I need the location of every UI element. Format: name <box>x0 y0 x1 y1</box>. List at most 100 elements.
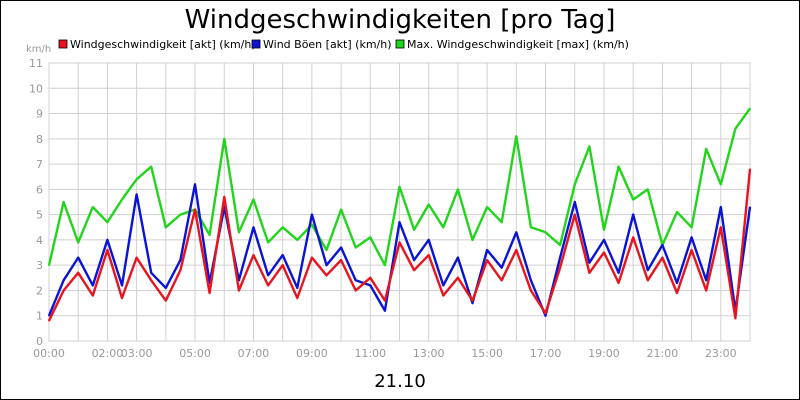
data-point <box>223 138 226 140</box>
data-point <box>62 201 65 203</box>
data-point <box>296 287 299 289</box>
data-point <box>398 241 401 244</box>
data-point <box>486 206 488 208</box>
data-point <box>617 165 620 168</box>
data-point <box>252 254 255 256</box>
data-point <box>369 284 372 287</box>
data-point <box>325 249 328 251</box>
data-point <box>457 256 459 259</box>
y-tick-label: 3 <box>36 259 43 272</box>
data-point <box>267 274 269 277</box>
data-point <box>486 259 488 261</box>
series-layer <box>47 107 752 322</box>
data-point <box>486 249 488 251</box>
y-tick-label: 8 <box>36 133 43 146</box>
data-point <box>413 269 415 272</box>
data-point <box>588 145 591 148</box>
x-axis-date-label: 21.10 <box>374 371 426 392</box>
x-tick-label: 11:00 <box>354 347 386 360</box>
data-point <box>179 259 182 261</box>
data-point <box>632 198 634 201</box>
data-point <box>661 256 664 259</box>
y-tick-label: 4 <box>36 234 43 247</box>
x-tick-label: 02:00 <box>92 347 124 360</box>
data-point <box>48 314 50 317</box>
data-point <box>617 282 620 284</box>
x-tick-label: 03:00 <box>121 347 153 360</box>
data-point <box>135 193 138 196</box>
data-point <box>354 289 357 292</box>
y-tick-label: 7 <box>36 158 43 171</box>
data-point <box>106 221 109 223</box>
data-point <box>150 272 152 274</box>
data-point <box>121 284 123 287</box>
data-point <box>690 236 693 239</box>
data-point <box>48 320 50 322</box>
legend-entry: Windgeschwindigkeit [akt] (km/h) <box>70 38 256 51</box>
data-point <box>734 317 737 320</box>
data-point <box>588 272 591 274</box>
data-point <box>690 226 693 229</box>
x-tick-label: 21:00 <box>647 347 679 360</box>
data-point <box>705 279 707 282</box>
data-point <box>150 165 152 168</box>
x-tick-label: 09:00 <box>296 347 328 360</box>
data-point <box>194 183 196 186</box>
data-point <box>749 168 751 170</box>
data-point <box>676 211 678 213</box>
data-point <box>369 277 372 279</box>
data-point <box>384 299 386 302</box>
x-tick-label: 17:00 <box>530 347 562 360</box>
data-point <box>749 206 751 208</box>
y-tick-label: 2 <box>36 284 43 297</box>
data-point <box>442 294 445 297</box>
data-point <box>369 236 372 239</box>
data-point <box>705 289 707 292</box>
data-point <box>603 251 605 254</box>
data-point <box>398 186 401 188</box>
data-point <box>208 234 211 236</box>
data-point <box>92 206 94 208</box>
data-point <box>574 201 576 203</box>
y-tick-label: 1 <box>36 310 43 323</box>
data-point <box>676 282 678 284</box>
data-point <box>354 246 357 249</box>
data-point <box>661 244 664 246</box>
data-point <box>734 127 737 130</box>
data-point <box>281 254 284 256</box>
y-tick-label: 0 <box>36 335 43 348</box>
data-point <box>62 289 65 292</box>
y-tick-label: 9 <box>36 108 43 121</box>
data-point <box>500 221 503 223</box>
x-tick-label: 23:00 <box>705 347 737 360</box>
data-point <box>296 297 299 299</box>
y-tick-label: 5 <box>36 209 43 222</box>
data-point <box>574 213 576 216</box>
data-point <box>311 256 313 259</box>
data-point <box>559 266 561 269</box>
data-point <box>325 264 328 267</box>
legend-swatch <box>395 39 405 49</box>
data-point <box>77 272 79 274</box>
data-point <box>413 229 415 231</box>
data-point <box>647 188 649 191</box>
data-point <box>281 226 284 229</box>
data-point <box>121 198 123 201</box>
data-point <box>413 259 415 261</box>
x-tick-label: 13:00 <box>413 347 445 360</box>
legend-swatch <box>58 39 68 49</box>
data-point <box>720 226 722 229</box>
data-point <box>340 259 342 261</box>
x-tick-label: 05:00 <box>179 347 211 360</box>
data-point <box>311 213 313 216</box>
data-point <box>617 272 620 274</box>
data-point <box>530 226 532 229</box>
data-point <box>442 284 445 287</box>
data-point <box>398 221 401 223</box>
y-tick-label: 10 <box>29 82 43 95</box>
chart-title: Windgeschwindigkeiten [pro Tag] <box>185 5 616 35</box>
data-point <box>92 284 94 287</box>
legend-swatch <box>251 39 261 49</box>
data-point <box>77 241 79 244</box>
